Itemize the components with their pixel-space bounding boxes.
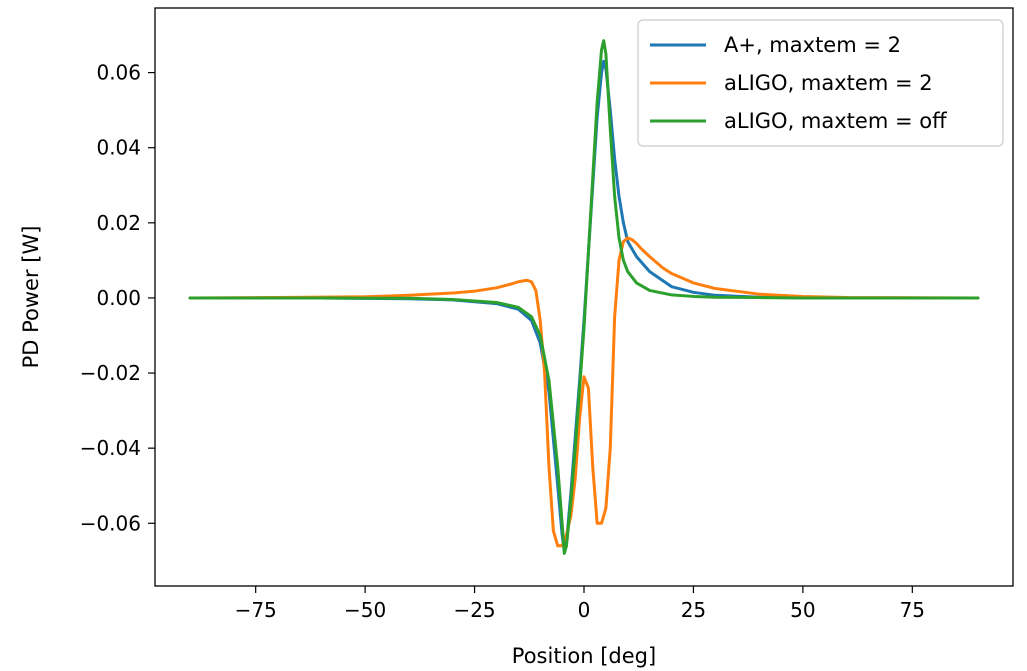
x-tick-label: 0	[578, 598, 591, 622]
legend-box	[637, 19, 1004, 147]
legend-label: aLIGO, maxtem = off	[724, 109, 947, 133]
y-tick-label: 0.06	[96, 61, 141, 85]
y-tick-label: −0.04	[80, 436, 141, 460]
y-tick-label: −0.06	[80, 511, 141, 535]
y-axis-label: PD Power [W]	[19, 226, 43, 369]
x-axis: −75 −50 −25 0 25 50 75	[235, 586, 925, 622]
legend-label: aLIGO, maxtem = 2	[724, 71, 933, 95]
x-tick-label: 75	[900, 598, 925, 622]
legend: A+, maxtem = 2 aLIGO, maxtem = 2 aLIGO, ma…	[637, 19, 1004, 147]
series-line-2	[188, 236, 980, 548]
x-tick-label: −25	[453, 598, 495, 622]
x-tick-label: −50	[344, 598, 386, 622]
y-tick-label: −0.02	[80, 361, 141, 385]
y-tick-label: 0.04	[96, 136, 141, 160]
series-line-3	[188, 39, 980, 555]
x-axis-label: Position [deg]	[512, 644, 656, 668]
y-axis: −0.06 −0.04 −0.02 0.00 0.02 0.04 0.06	[80, 61, 155, 535]
x-tick-label: −75	[235, 598, 277, 622]
y-tick-label: 0.00	[96, 286, 141, 310]
legend-label: A+, maxtem = 2	[724, 33, 901, 57]
x-tick-label: 50	[790, 598, 815, 622]
plot-series	[188, 39, 980, 555]
y-tick-label: 0.02	[96, 211, 141, 235]
x-tick-label: 25	[681, 598, 706, 622]
